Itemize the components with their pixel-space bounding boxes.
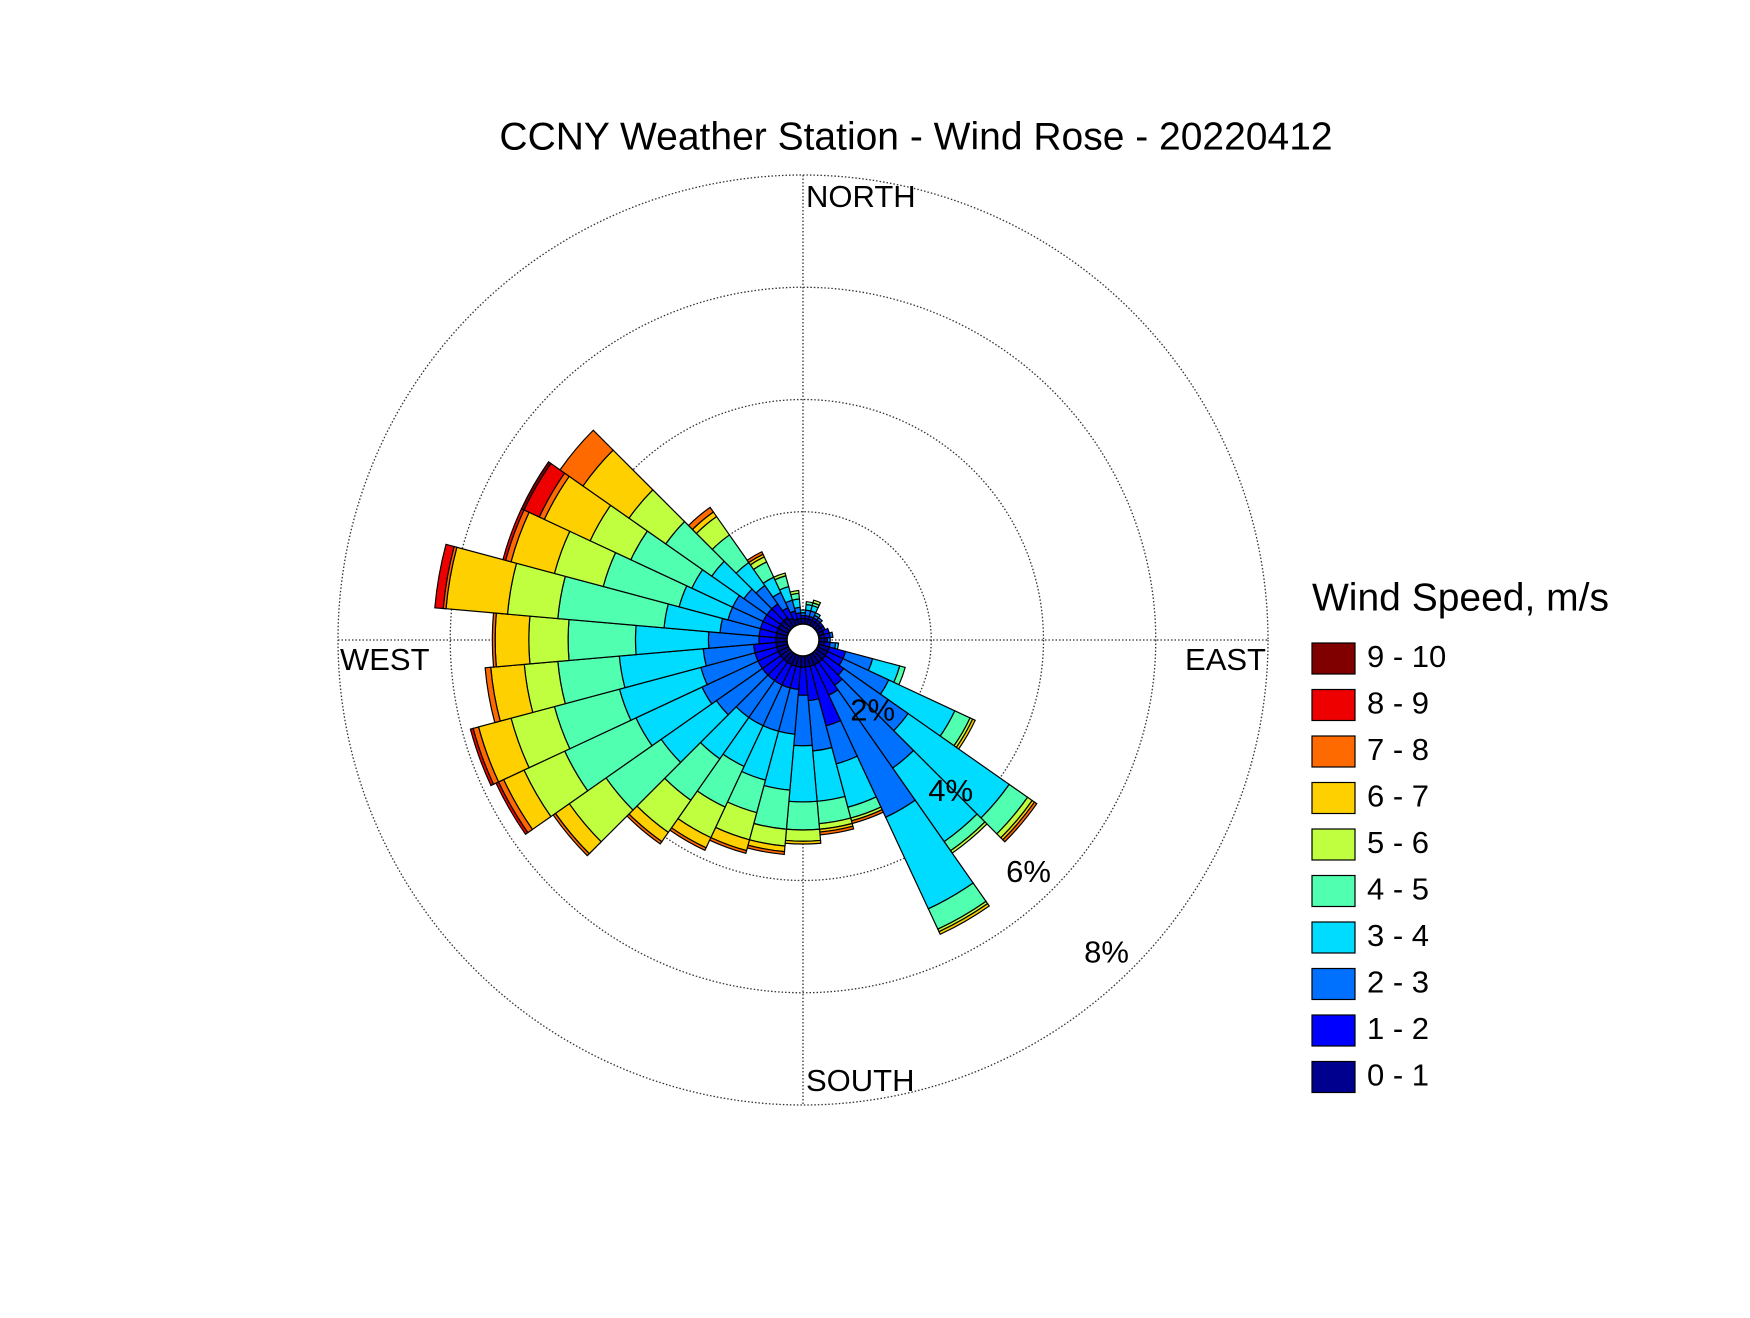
legend-label: 6 - 7 [1367,779,1429,814]
wedge [484,666,501,724]
wedge [938,902,991,936]
legend-label: 5 - 6 [1367,825,1429,860]
wedge [1001,801,1038,843]
direction-label: EAST [1185,642,1266,677]
r-tick-label: 6% [1006,854,1051,889]
wedge [494,612,531,668]
wedge [812,599,822,606]
legend-label: 0 - 1 [1367,1058,1429,1093]
wedge [491,612,497,668]
r-tick-label: 2% [850,692,895,727]
bars [434,429,1038,936]
legend-label: 2 - 3 [1367,965,1429,1000]
grid-circle [449,286,1157,994]
legend-swatch [1311,735,1356,768]
wedge [785,800,821,831]
legend-label: 9 - 10 [1367,639,1446,674]
r-tick-label: 8% [1084,935,1129,970]
legend-swatch [1311,828,1356,861]
chart-title: CCNY Weather Station - Wind Rose - 20220… [499,115,1332,158]
labels: 2% 4% 6% 8% NORTH EAST SOUTH WEST [340,179,1266,1098]
legend-swatch [1311,688,1356,722]
wedge [687,506,715,531]
legend-swatch [1311,642,1356,675]
legend-label: 3 - 4 [1367,918,1429,953]
grid-circle [561,398,1045,882]
wedge [813,611,822,619]
wedge [772,572,787,581]
wedge [828,631,834,639]
wedge [469,727,495,787]
wedge [434,543,455,610]
wedge [816,616,824,624]
legend-label: 4 - 5 [1367,872,1429,907]
r-tick-label: 4% [928,773,973,808]
wedge [789,589,800,596]
wedge [784,828,822,842]
wedge [784,839,822,845]
wedge [746,550,764,564]
legend-label: 1 - 2 [1367,1011,1429,1046]
legend-label: 8 - 9 [1367,686,1429,721]
legend: 0 - 1 1 - 2 2 - 3 3 - 4 4 - 5 5 - 6 6 - 7 7 - 8… [1311,639,1446,1094]
direction-label: SOUTH [806,1063,915,1098]
center-hole [786,623,820,657]
legend-swatch [1311,874,1356,908]
legend-title: Wind Speed, m/s [1312,576,1609,619]
legend-swatch [1311,921,1356,954]
direction-label: NORTH [806,179,916,214]
wedge [567,618,637,662]
legend-swatch [1311,781,1356,815]
legend-swatch [1311,1014,1356,1047]
legend-swatch [1311,1060,1356,1094]
direction-label: WEST [340,642,430,677]
wedge [528,615,570,665]
wedge [559,429,614,487]
wedge [520,460,552,511]
legend-label: 7 - 8 [1367,732,1429,767]
legend-swatch [1311,967,1356,1001]
